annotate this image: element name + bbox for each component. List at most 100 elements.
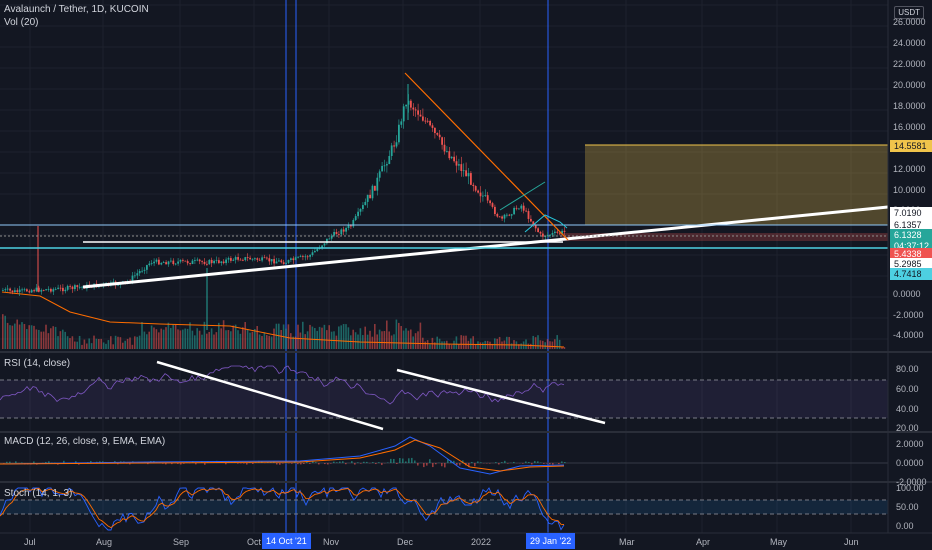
volume-bar-29 bbox=[71, 336, 74, 349]
main-trendline[interactable] bbox=[82, 205, 889, 289]
candle-167 bbox=[402, 103, 405, 129]
candle-90 bbox=[218, 257, 220, 265]
volume-bar-198 bbox=[477, 341, 479, 349]
candle-81 bbox=[196, 257, 199, 262]
candle-215 bbox=[518, 207, 520, 210]
candle-224 bbox=[539, 230, 542, 237]
rsi-legend[interactable]: RSI (14, close) bbox=[4, 358, 71, 369]
candle-185 bbox=[446, 146, 448, 153]
volume-bar-102 bbox=[246, 329, 249, 349]
macd-hist-128 bbox=[387, 462, 389, 463]
volume-bar-140 bbox=[338, 326, 340, 349]
candle-189 bbox=[455, 155, 458, 173]
time-axis-label: Sep bbox=[173, 537, 190, 547]
candle-66 bbox=[160, 262, 163, 266]
volume-bar-26 bbox=[64, 331, 66, 349]
volume-bar-51 bbox=[124, 340, 126, 349]
channel-line[interactable] bbox=[499, 181, 546, 211]
candle-86 bbox=[208, 259, 211, 265]
stoch-legend[interactable]: Stoch (14, 1, 3) bbox=[4, 488, 73, 499]
candle-180 bbox=[434, 127, 436, 139]
candle-9 bbox=[23, 287, 26, 292]
volume-bar-33 bbox=[81, 344, 83, 349]
macd-hist-110 bbox=[333, 461, 335, 463]
macd-hist-180 bbox=[543, 463, 545, 464]
macd-hist-102 bbox=[309, 463, 311, 464]
candle-176 bbox=[424, 117, 427, 124]
indicator-axis-label: 20.00 bbox=[896, 423, 919, 433]
time-axis-label: Jun bbox=[844, 537, 859, 547]
macd-hist-168 bbox=[507, 463, 509, 464]
currency-badge[interactable]: USDT bbox=[894, 6, 924, 19]
candle-29 bbox=[71, 285, 74, 293]
volume-bar-44 bbox=[107, 340, 110, 349]
time-axis-label: 2022 bbox=[471, 537, 492, 547]
volume-bar-188 bbox=[453, 340, 455, 349]
volume-bar-65 bbox=[158, 332, 160, 349]
candle-201 bbox=[484, 189, 487, 197]
wedge-lines[interactable] bbox=[524, 214, 568, 233]
volume-legend[interactable]: Vol (20) bbox=[4, 17, 39, 28]
volume-bar-139 bbox=[335, 335, 338, 349]
candle-158 bbox=[381, 161, 383, 172]
rsi-trendline-2[interactable] bbox=[396, 368, 606, 425]
volume-bar-215 bbox=[518, 344, 520, 349]
candle-71 bbox=[172, 258, 175, 266]
stop-zone[interactable] bbox=[560, 233, 888, 241]
time-axis-label: Aug bbox=[96, 537, 113, 547]
chart-grid bbox=[0, 0, 888, 533]
macd-hist-132 bbox=[399, 458, 401, 463]
volume-bar-54 bbox=[131, 344, 134, 349]
candle-200 bbox=[482, 191, 484, 202]
volume-bar-80 bbox=[194, 335, 196, 349]
signal-line bbox=[0, 439, 565, 472]
candle-181 bbox=[436, 132, 439, 137]
candle-96 bbox=[232, 258, 235, 262]
volume-bar-6 bbox=[16, 319, 18, 349]
macd-hist-99 bbox=[300, 463, 302, 465]
volume-bar-186 bbox=[448, 343, 450, 349]
indicator-axis-label: 80.00 bbox=[896, 364, 919, 374]
candle-107 bbox=[258, 257, 261, 261]
macd-hist-78 bbox=[237, 463, 239, 464]
macd-hist-167 bbox=[504, 460, 506, 463]
macd-hist-118 bbox=[357, 462, 359, 463]
rsi-trendline-1[interactable] bbox=[156, 360, 384, 431]
volume-bar-218 bbox=[525, 339, 527, 349]
pane-separators[interactable] bbox=[0, 0, 932, 534]
price-axis-label: 24.0000 bbox=[893, 38, 926, 48]
volume-bar-118 bbox=[285, 328, 287, 349]
trendline-drawings[interactable] bbox=[0, 72, 889, 289]
descending-trendline[interactable] bbox=[404, 72, 569, 241]
candle-218 bbox=[525, 207, 527, 213]
volume-bar-114 bbox=[275, 323, 278, 349]
macd-hist-158 bbox=[477, 461, 479, 463]
volume-bar-155 bbox=[374, 324, 376, 349]
candle-23 bbox=[57, 284, 59, 290]
candle-219 bbox=[527, 208, 530, 223]
volume-bar-32 bbox=[78, 335, 81, 349]
candle-152 bbox=[366, 194, 369, 208]
volume-bar-153 bbox=[369, 330, 371, 349]
volume-bar-47 bbox=[114, 335, 117, 349]
symbol-title[interactable]: Avalaunch / Tether, 1D, KUCOIN bbox=[4, 4, 149, 15]
candle-204 bbox=[491, 201, 494, 209]
candle-221 bbox=[532, 221, 535, 227]
macd-hist-92 bbox=[279, 463, 281, 465]
volume-bar-60 bbox=[146, 334, 148, 349]
macd-hist-170 bbox=[513, 461, 515, 463]
candle-155 bbox=[374, 185, 376, 191]
candle-159 bbox=[383, 159, 386, 172]
macd-legend[interactable]: MACD (12, 26, close, 9, EMA, EMA) bbox=[4, 436, 166, 447]
candle-32 bbox=[78, 283, 81, 290]
macd-hist-165 bbox=[498, 463, 500, 465]
price-tag: 5.4338 bbox=[890, 248, 932, 260]
candle-60 bbox=[146, 264, 148, 274]
macd-hist-120 bbox=[363, 461, 365, 463]
candle-136 bbox=[328, 237, 331, 240]
macd-hist-32 bbox=[99, 461, 101, 463]
candle-27 bbox=[66, 284, 69, 292]
indicator-axis-label: 40.00 bbox=[896, 404, 919, 414]
candle-125 bbox=[302, 254, 304, 261]
